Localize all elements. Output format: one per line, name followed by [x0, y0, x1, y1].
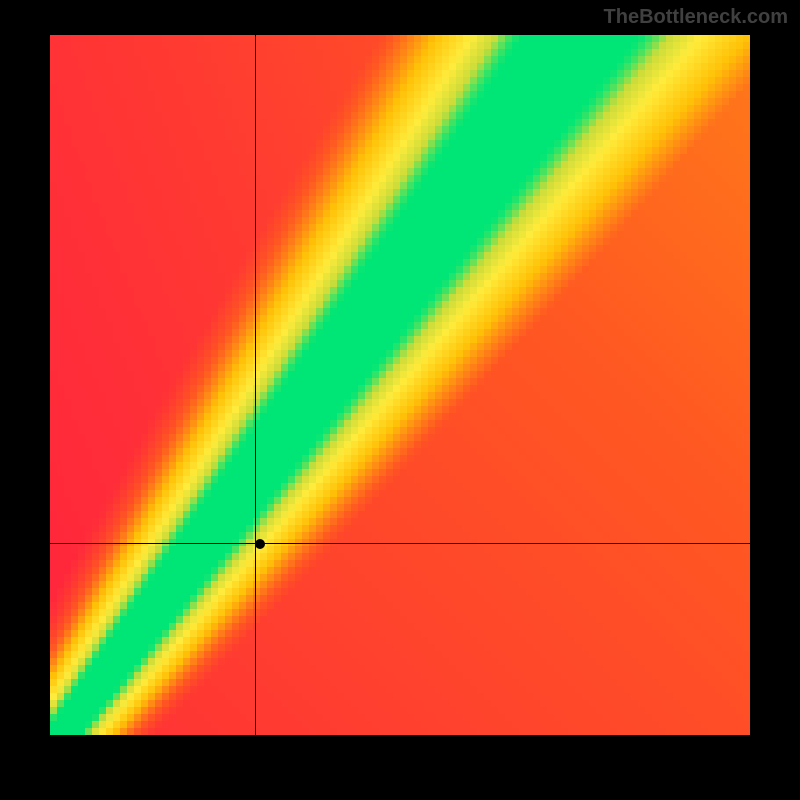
marker-dot: [255, 539, 265, 549]
watermark-text: TheBottleneck.com: [604, 6, 788, 29]
plot-area: [50, 35, 750, 735]
crosshair-horizontal: [50, 543, 750, 544]
crosshair-vertical: [255, 35, 256, 735]
heatmap-canvas: [50, 35, 750, 735]
